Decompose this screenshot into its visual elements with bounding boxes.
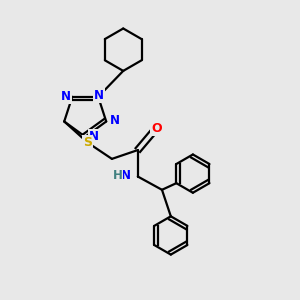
Text: O: O — [151, 122, 162, 135]
Text: H: H — [112, 169, 122, 182]
Text: N: N — [122, 169, 131, 182]
Text: S: S — [83, 136, 92, 149]
Text: N: N — [110, 114, 120, 128]
Text: N: N — [89, 130, 99, 143]
Text: N: N — [61, 90, 71, 103]
Text: N: N — [94, 89, 104, 102]
